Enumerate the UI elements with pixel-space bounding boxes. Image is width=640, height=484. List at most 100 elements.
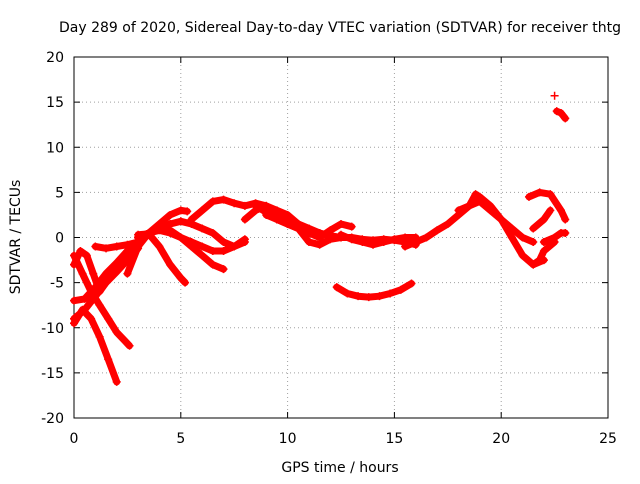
data-point: [475, 197, 484, 206]
data-point: [315, 240, 324, 249]
data-point: [546, 190, 555, 199]
data-point: [337, 230, 345, 239]
series-arc-16: [337, 230, 420, 249]
data-point: [326, 231, 335, 240]
data-point: [561, 228, 570, 237]
data-point: [134, 233, 143, 242]
data-point: [557, 108, 566, 117]
data-point: [401, 233, 410, 242]
data-point: [422, 233, 431, 242]
data-point: [343, 289, 352, 298]
data-point: [240, 201, 249, 210]
series-arc-1: [70, 251, 134, 350]
x-tick-label: 25: [599, 431, 617, 447]
y-tick-label: 5: [55, 185, 64, 201]
y-tick-label: 0: [55, 231, 64, 247]
tick-layer: 0 5 10 15 20 25 -20 -15 -10 -5 0 5 10 15 20: [41, 50, 617, 447]
data-point: [347, 222, 356, 231]
data-point: [375, 292, 384, 301]
data-point: [337, 219, 345, 228]
data-point: [87, 314, 96, 323]
x-axis-label: GPS time / hours: [281, 460, 398, 476]
y-tick-label: 20: [46, 50, 64, 66]
data-point: [70, 296, 78, 305]
series-arc-21: [524, 188, 570, 224]
data-point: [557, 206, 566, 215]
data-point: [283, 219, 292, 228]
data-point: [443, 219, 452, 228]
series-layer: [70, 91, 570, 386]
data-point: [144, 228, 153, 237]
chart-title: Day 289 of 2020, Sidereal Day-to-day VTE…: [59, 20, 621, 36]
data-point: [497, 215, 506, 224]
data-point: [240, 238, 249, 247]
data-point: [535, 188, 544, 197]
data-point: [529, 224, 538, 233]
data-point: [187, 215, 196, 224]
data-point: [550, 233, 559, 242]
y-axis-label: SDTVAR / TECUs: [8, 180, 24, 295]
data-point: [539, 247, 548, 256]
data-point: [561, 215, 570, 224]
series-arc-11: [134, 224, 249, 256]
data-point: [507, 224, 516, 233]
data-point: [112, 328, 121, 337]
data-point: [76, 247, 85, 256]
series-arc-17: [332, 279, 416, 302]
series-line: [70, 252, 133, 350]
data-point: [364, 293, 373, 302]
data-point: [411, 238, 420, 247]
data-point: [219, 195, 228, 204]
data-point: [354, 292, 363, 301]
series-arc-22: [529, 206, 555, 233]
data-point: [176, 217, 185, 226]
data-point: [80, 294, 89, 303]
data-point: [272, 206, 281, 215]
series-line: [529, 238, 559, 269]
data-point: [104, 355, 113, 364]
data-point: [95, 301, 104, 310]
y-tick-label: 10: [46, 140, 64, 156]
data-point: [358, 238, 367, 247]
data-point: [379, 238, 388, 247]
data-point: [104, 314, 113, 323]
data-point: [507, 233, 516, 242]
x-tick-label: 5: [176, 431, 185, 447]
data-point: [91, 242, 100, 251]
data-point: [433, 226, 442, 235]
data-point: [198, 224, 207, 233]
data-point: [546, 206, 555, 215]
data-point: [294, 224, 303, 233]
series-arc-20: [529, 238, 559, 269]
data-point: [187, 238, 196, 247]
data-point: [80, 305, 89, 314]
data-point: [304, 228, 313, 237]
data-point: [78, 269, 87, 278]
series-arc-19: [454, 197, 538, 247]
series-arc-24: [552, 107, 570, 123]
y-tick-label: -5: [50, 276, 64, 292]
data-point: [304, 238, 313, 247]
data-point: [283, 210, 292, 219]
data-point: [134, 242, 143, 251]
y-tick-label: -10: [41, 321, 64, 337]
data-point: [121, 337, 130, 346]
data-point: [251, 201, 260, 210]
data-point: [91, 292, 100, 301]
x-tick-label: 20: [492, 431, 510, 447]
grid-layer: [74, 57, 608, 418]
data-point: [332, 283, 341, 292]
series-arc-25: [550, 91, 559, 100]
data-point: [535, 256, 544, 265]
data-point: [561, 114, 570, 123]
data-point: [155, 224, 164, 233]
data-point: [176, 233, 185, 242]
data-point: [208, 247, 217, 256]
data-point: [552, 107, 561, 116]
data-point: [123, 269, 132, 278]
data-point: [155, 242, 164, 251]
data-point: [219, 247, 228, 256]
data-point: [524, 192, 533, 201]
data-point: [166, 210, 175, 219]
